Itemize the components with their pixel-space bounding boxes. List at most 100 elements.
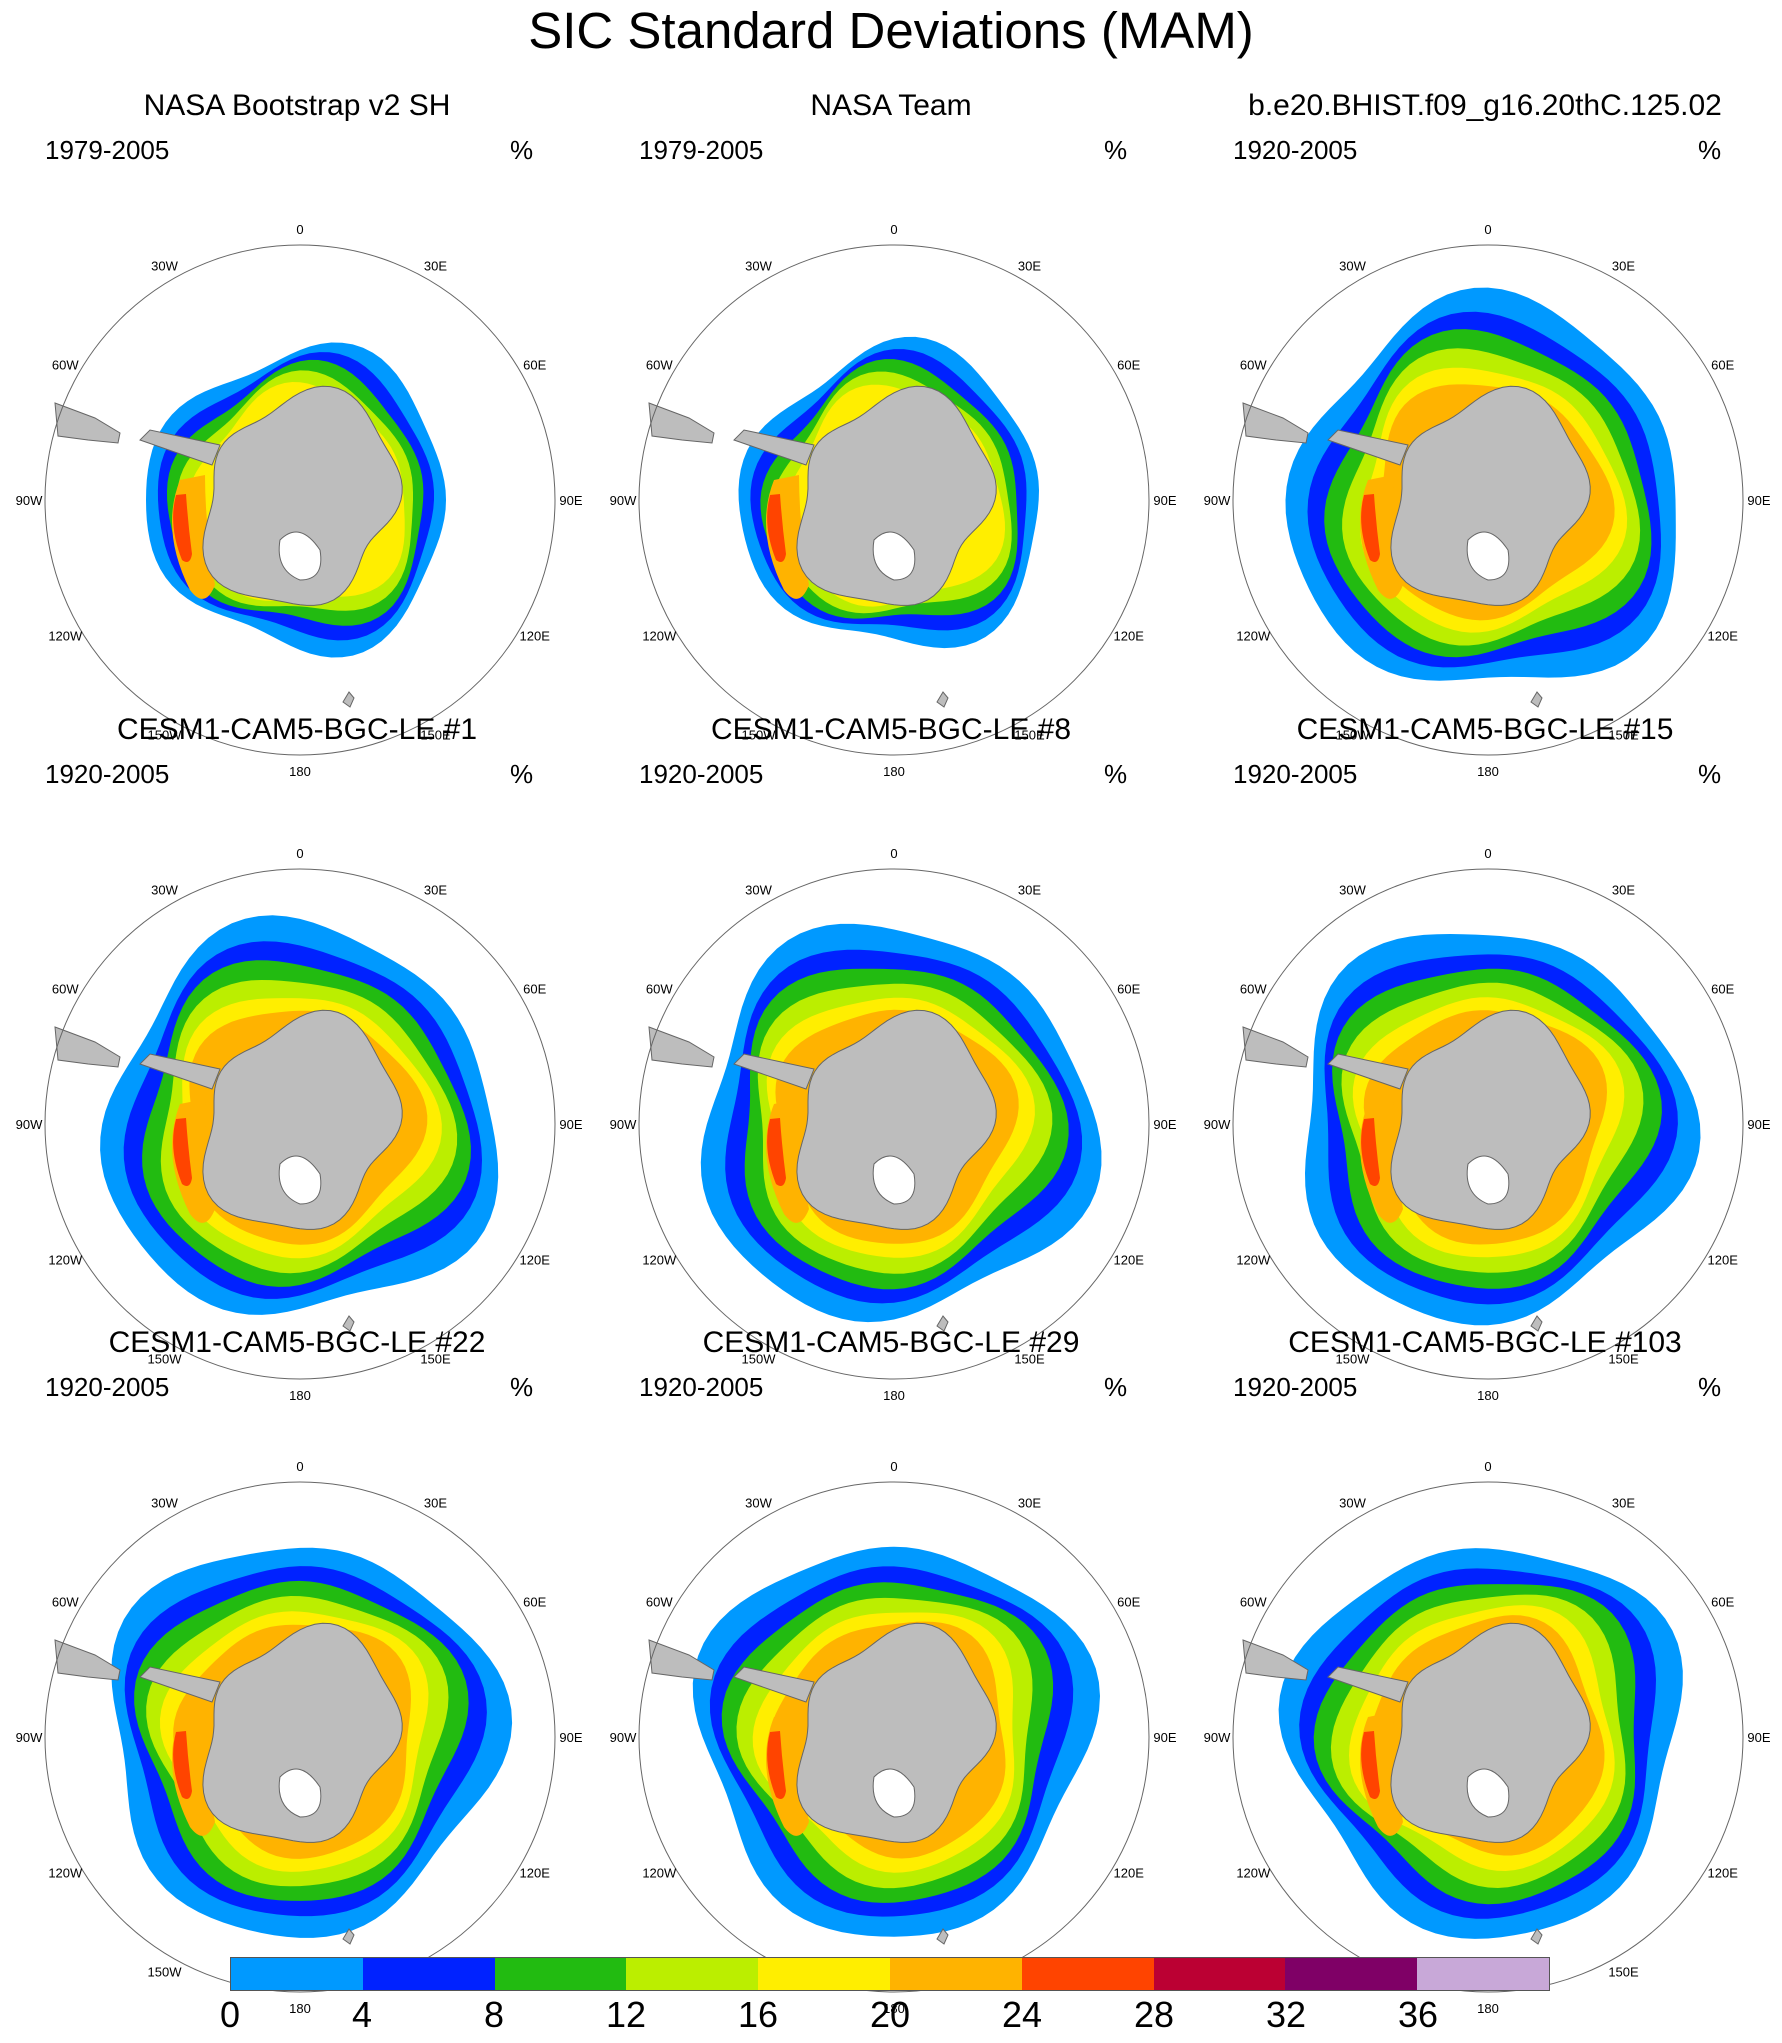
map-boundary (44, 868, 556, 1380)
longitude-label: 150W (742, 1352, 777, 1367)
longitude-label: 30W (1339, 1495, 1366, 1510)
map-boundary (44, 1481, 556, 1993)
map-panel: NASA Bootstrap v2 SH 1979-2005% 0 30E 60E 90E… (0, 88, 594, 779)
south-america-landmass (648, 402, 715, 444)
longitude-label: 0 (890, 846, 897, 861)
colorbar-tick-label: 32 (1265, 1994, 1307, 2035)
ross-ice-shelf (1466, 531, 1510, 581)
antarctica-landmass (1390, 385, 1591, 606)
south-america-landmass (54, 1639, 121, 1681)
island-landmass (342, 1315, 355, 1332)
map-boundary (1232, 244, 1744, 756)
longitude-label: 120W (642, 629, 677, 644)
map-panel: b.e20.BHIST.f09_g16.20thC.125.02 1920-200… (1188, 88, 1782, 779)
panel-title: CESM1-CAM5-BGC-LE #22 (108, 1326, 486, 1359)
antarctic-peninsula (1327, 1053, 1409, 1090)
island-landmass (936, 1928, 949, 1945)
longitude-label: 120E (1114, 629, 1145, 644)
longitude-label: 90W (610, 1117, 637, 1132)
longitude-label: 60E (1117, 358, 1140, 373)
panel-title: NASA Team (810, 89, 972, 122)
longitude-label: 150W (148, 1352, 183, 1367)
colorbar-tick-label: 24 (1001, 1994, 1043, 2035)
longitude-label: 90E (559, 1730, 582, 1745)
colorbar-tick-label: 0 (219, 1994, 241, 2035)
longitude-label: 30W (151, 1495, 178, 1510)
longitude-label: 30E (1612, 258, 1635, 273)
longitude-label: 30E (424, 882, 447, 897)
longitude-label: 60W (52, 1595, 79, 1610)
antarctica-landmass (202, 385, 403, 606)
longitude-label: 0 (1484, 846, 1491, 861)
panel-title: CESM1-CAM5-BGC-LE #8 (710, 713, 1072, 746)
antarctica-landmass (796, 385, 997, 606)
longitude-label: 120E (1708, 1253, 1739, 1268)
colorbar-tick-label: 8 (483, 1994, 505, 2035)
longitude-label: 120E (1708, 1866, 1739, 1881)
sic-max-patch (173, 1731, 192, 1799)
panel-year-range: 1920-2005 (639, 1372, 764, 1402)
longitude-label: 0 (890, 1459, 897, 1474)
colorbar-swatch (1285, 1958, 1418, 1990)
longitude-label: 60E (523, 358, 546, 373)
longitude-label: 90W (610, 1730, 637, 1745)
longitude-label: 120E (1708, 629, 1739, 644)
longitude-label: 30E (1612, 1495, 1635, 1510)
colorbar-swatch (231, 1958, 363, 1990)
longitude-label: 90W (16, 1730, 43, 1745)
longitude-label: 60W (52, 982, 79, 997)
panel-year-range: 1920-2005 (1233, 1372, 1358, 1402)
longitude-label: 0 (296, 222, 303, 237)
longitude-label: 150W (742, 728, 777, 743)
longitude-label: 60W (646, 982, 673, 997)
longitude-label: 180 (289, 2001, 311, 2016)
longitude-label: 60W (646, 1595, 673, 1610)
longitude-label: 120E (520, 629, 551, 644)
colorbar-swatch (1153, 1958, 1286, 1990)
longitude-label: 120W (642, 1253, 677, 1268)
colorbar-swatch (1021, 1958, 1154, 1990)
panel-unit: % (510, 1372, 534, 1402)
ross-ice-shelf (872, 531, 916, 581)
colorbar-tick-label: 4 (351, 1994, 373, 2035)
longitude-label: 150W (1336, 728, 1371, 743)
longitude-label: 180 (1477, 764, 1499, 779)
panel-unit: % (1104, 759, 1128, 789)
map-panel: CESM1-CAM5-BGC-LE #1 1920-2005% 0 30E 60E 90E… (0, 712, 594, 1403)
longitude-label: 90E (1153, 1117, 1176, 1132)
longitude-label: 90E (559, 1117, 582, 1132)
longitude-label: 90E (1747, 1730, 1770, 1745)
colorbar-tick-label: 12 (605, 1994, 647, 2035)
longitude-label: 0 (890, 222, 897, 237)
longitude-label: 120W (1236, 629, 1271, 644)
longitude-label: 180 (883, 1388, 905, 1403)
colorbar-labels: 0 4 8 12 16 20 24 28 32 36 (0, 1993, 1782, 2041)
panel-year-range: 1920-2005 (1233, 759, 1358, 789)
antarctic-peninsula (733, 1053, 815, 1090)
colorbar-swatch (1417, 1958, 1549, 1990)
longitude-label: 150E (1608, 1352, 1639, 1367)
longitude-label: 120E (1114, 1866, 1145, 1881)
panel-year-range: 1979-2005 (45, 135, 170, 165)
map-boundary (638, 868, 1150, 1380)
longitude-label: 120W (1236, 1866, 1271, 1881)
longitude-label: 120W (642, 1866, 677, 1881)
longitude-label: 90W (1204, 1730, 1231, 1745)
colorbar-tick-label: 28 (1133, 1994, 1175, 2035)
longitude-label: 90W (1204, 493, 1231, 508)
island-landmass (342, 1928, 355, 1945)
longitude-label: 30W (745, 882, 772, 897)
map-panel: CESM1-CAM5-BGC-LE #103 1920-2005% 0 30E 60E 9… (1188, 1325, 1782, 2016)
longitude-label: 180 (1477, 1388, 1499, 1403)
ross-ice-shelf (278, 1155, 322, 1205)
sic-max-patch (1361, 494, 1380, 562)
island-landmass (936, 1315, 949, 1332)
longitude-label: 120E (1114, 1253, 1145, 1268)
panel-title: NASA Bootstrap v2 SH (143, 89, 451, 122)
